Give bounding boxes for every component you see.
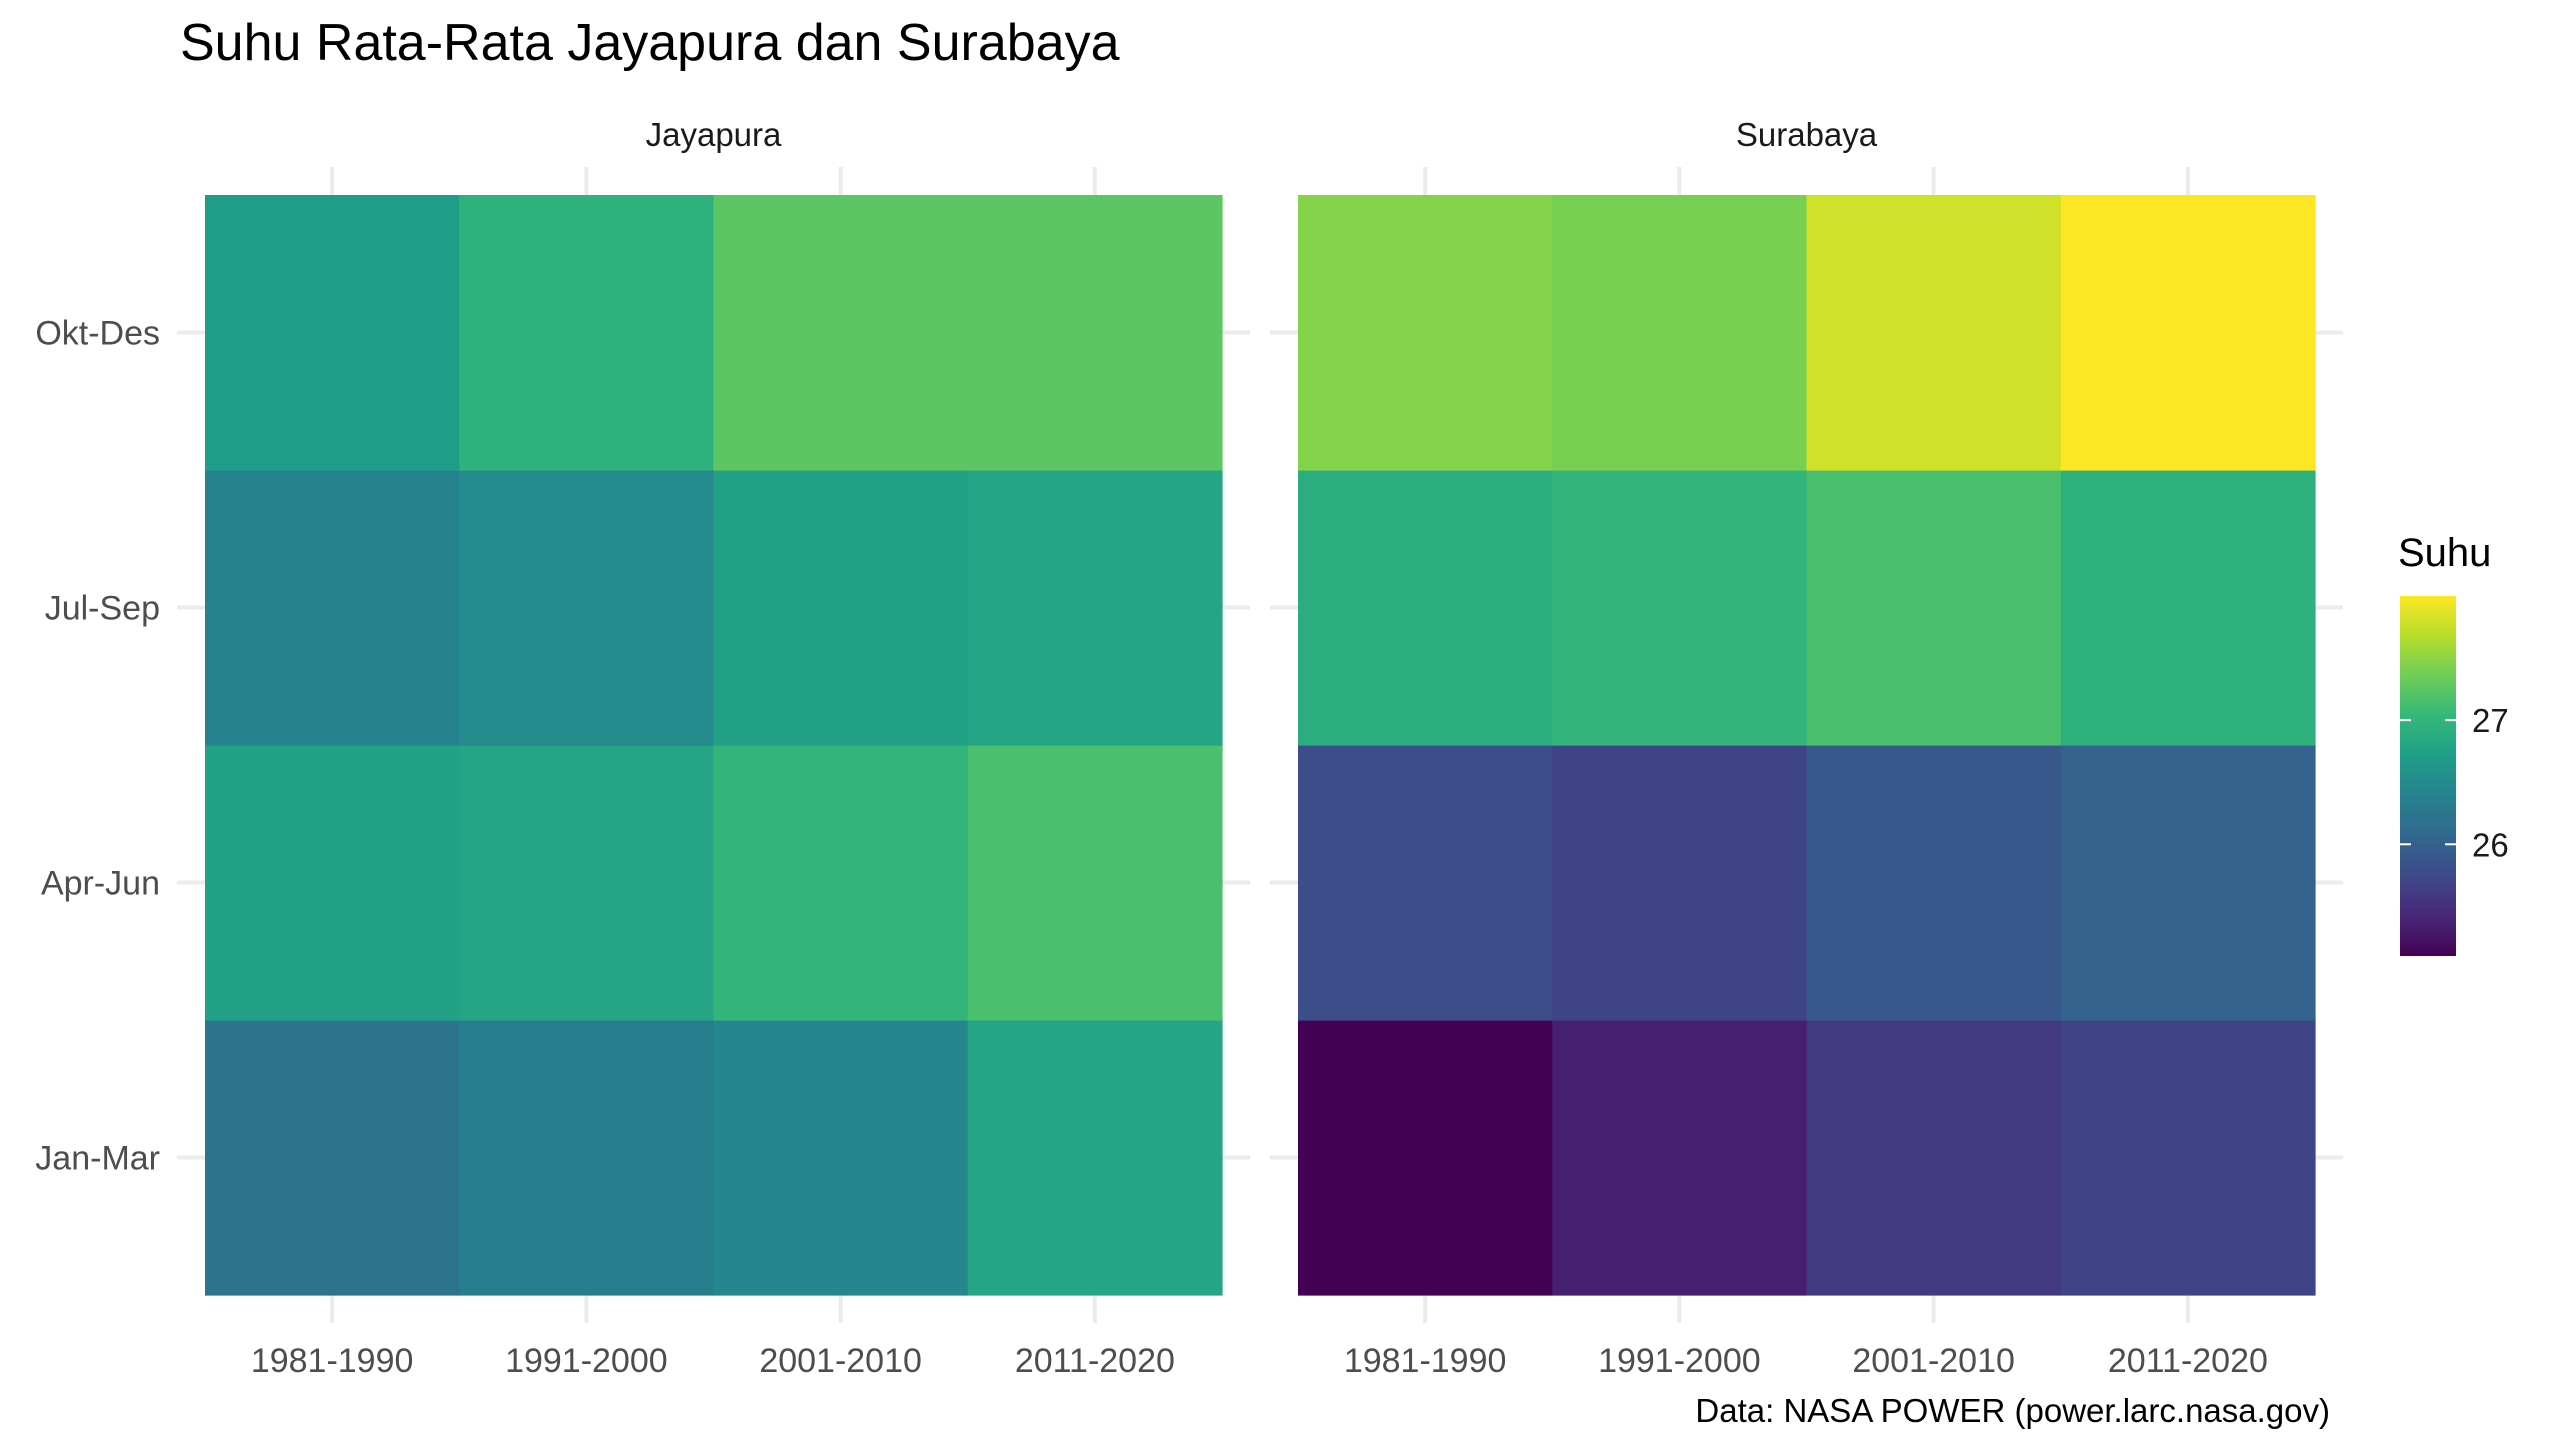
legend-tick-label: 27	[2472, 702, 2509, 739]
heatmap-cell-surabaya-2001-2010-jul-sep	[1806, 470, 2062, 746]
heatmap-cell-surabaya-1991-2000-jul-sep	[1552, 470, 1808, 746]
legend-colorbar	[2400, 596, 2456, 956]
x-tick-label: 1981-1990	[1344, 1342, 1507, 1380]
heatmap-cell-surabaya-1981-1990-jul-sep	[1298, 470, 1553, 746]
heatmap-cell-jayapura-1981-1990-jul-sep	[205, 470, 460, 746]
legend: Suhu 26 27	[2398, 531, 2509, 956]
facet-label-surabaya: Surabaya	[1736, 116, 1878, 153]
x-tick-label: 1991-2000	[1598, 1342, 1761, 1380]
facet-labels: Jayapura Surabaya	[646, 116, 1878, 153]
heatmap-cell-surabaya-1991-2000-apr-jun	[1552, 745, 1808, 1021]
heatmap-cell-jayapura-2011-2020-jul-sep	[967, 470, 1223, 746]
x-tick-label: 1991-2000	[505, 1342, 668, 1380]
y-axis: Jan-Mar Apr-Jun Jul-Sep Okt-Des	[35, 315, 160, 1178]
heatmap-cell-jayapura-2011-2020-jan-mar	[967, 1020, 1223, 1296]
x-tick-label: 2011-2020	[1015, 1342, 1175, 1380]
heatmap-cell-surabaya-1991-2000-jan-mar	[1552, 1020, 1808, 1296]
heatmap-cell-surabaya-2001-2010-jan-mar	[1806, 1020, 2062, 1296]
heatmap-cell-jayapura-2001-2010-apr-jun	[713, 745, 969, 1021]
legend-title: Suhu	[2398, 531, 2491, 575]
heatmap-cell-surabaya-2011-2020-okt-des	[2060, 195, 2316, 471]
heatmap-cell-jayapura-2011-2020-okt-des	[967, 195, 1223, 471]
x-tick-label: 2001-2010	[1852, 1342, 2015, 1380]
x-tick-label: 2011-2020	[2108, 1342, 2268, 1380]
heatmap-cell-surabaya-2011-2020-jan-mar	[2060, 1020, 2316, 1296]
heatmap-cell-jayapura-1991-2000-jul-sep	[459, 470, 715, 746]
heatmap-cell-surabaya-2001-2010-apr-jun	[1806, 745, 2062, 1021]
heatmap-cell-surabaya-1991-2000-okt-des	[1552, 195, 1808, 471]
heatmap-cell-surabaya-1981-1990-okt-des	[1298, 195, 1553, 471]
heatmap-cell-jayapura-2001-2010-jan-mar	[713, 1020, 969, 1296]
heatmap-cell-jayapura-1991-2000-apr-jun	[459, 745, 715, 1021]
heatmap-cell-surabaya-2011-2020-apr-jun	[2060, 745, 2316, 1021]
heatmap-cell-jayapura-1991-2000-okt-des	[459, 195, 715, 471]
legend-tick-label: 26	[2472, 826, 2509, 863]
chart-title: Suhu Rata-Rata Jayapura dan Surabaya	[180, 14, 1120, 72]
y-tick-label: Okt-Des	[35, 315, 160, 353]
y-tick-label: Jan-Mar	[35, 1140, 160, 1178]
x-axis: 1981-1990 1991-2000 2001-2010 2011-2020 1981…	[251, 1342, 2268, 1380]
heatmap-cell-surabaya-1981-1990-jan-mar	[1298, 1020, 1553, 1296]
x-tick-label: 1981-1990	[251, 1342, 414, 1380]
heatmap-cell-jayapura-1981-1990-jan-mar	[205, 1020, 460, 1296]
chart-caption: Data: NASA POWER (power.larc.nasa.gov)	[1695, 1392, 2330, 1429]
heatmap-cell-jayapura-2011-2020-apr-jun	[967, 745, 1223, 1021]
heatmap-cell-jayapura-1991-2000-jan-mar	[459, 1020, 715, 1296]
heatmap-cell-surabaya-2011-2020-jul-sep	[2060, 470, 2316, 746]
x-tick-label: 2001-2010	[759, 1342, 922, 1380]
legend-ticks: 26 27	[2400, 702, 2509, 863]
facet-label-jayapura: Jayapura	[646, 116, 782, 153]
heatmap-cell-jayapura-2001-2010-jul-sep	[713, 470, 969, 746]
heatmap-cells	[205, 195, 2316, 1296]
heatmap-cell-jayapura-1981-1990-apr-jun	[205, 745, 460, 1021]
y-tick-label: Jul-Sep	[45, 590, 160, 628]
y-tick-label: Apr-Jun	[41, 865, 160, 903]
heatmap-cell-surabaya-1981-1990-apr-jun	[1298, 745, 1553, 1021]
heatmap-cell-jayapura-2001-2010-okt-des	[713, 195, 969, 471]
heatmap-cell-surabaya-2001-2010-okt-des	[1806, 195, 2062, 471]
heatmap-cell-jayapura-1981-1990-okt-des	[205, 195, 460, 471]
